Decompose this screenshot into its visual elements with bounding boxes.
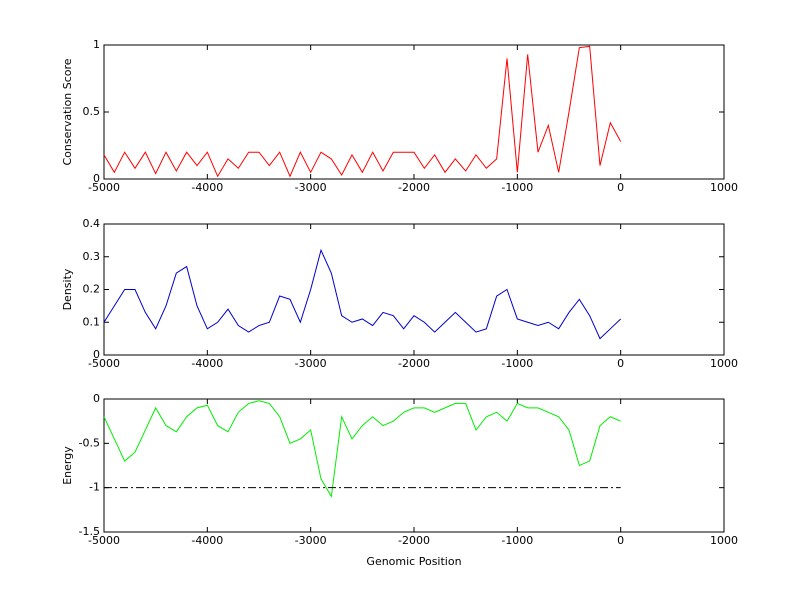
y-tick-label: 0.3 xyxy=(83,250,101,263)
x-tick-label: -1000 xyxy=(501,534,533,547)
y-axis-label: Energy xyxy=(61,446,74,485)
x-tick-label: 0 xyxy=(617,534,624,547)
x-axis-label: Genomic Position xyxy=(366,555,461,568)
x-tick-label: -3000 xyxy=(295,181,327,194)
data-line xyxy=(103,45,622,178)
y-tick-label: 0 xyxy=(93,348,100,361)
x-tick-label: 1000 xyxy=(710,534,738,547)
x-tick-label: -4000 xyxy=(191,534,223,547)
x-tick-label: -3000 xyxy=(295,357,327,370)
axes-box xyxy=(103,44,725,180)
x-tick-label: -3000 xyxy=(295,534,327,547)
data-line xyxy=(103,400,621,499)
x-tick-label: 1000 xyxy=(710,357,738,370)
x-tick-label: -2000 xyxy=(398,357,430,370)
x-tick-label: 1000 xyxy=(710,181,738,194)
x-tick-label: -1000 xyxy=(501,181,533,194)
x-tick-label: -5000 xyxy=(88,357,120,370)
y-tick-label: 0.4 xyxy=(83,217,101,230)
x-tick-label: -1000 xyxy=(501,357,533,370)
y-tick-label: -1.5 xyxy=(79,525,100,538)
axes-box xyxy=(103,398,725,533)
axes-box xyxy=(103,223,725,356)
x-tick-label: -4000 xyxy=(191,181,223,194)
y-tick-label: 0.1 xyxy=(83,315,101,328)
data-line xyxy=(103,248,622,340)
y-tick-label: 0.2 xyxy=(83,283,101,296)
y-tick-label: 1 xyxy=(93,38,100,51)
y-tick-label: -1 xyxy=(89,481,100,494)
x-tick-label: 0 xyxy=(617,357,624,370)
x-tick-label: 0 xyxy=(617,181,624,194)
x-tick-label: -5000 xyxy=(88,534,120,547)
x-tick-label: -5000 xyxy=(88,181,120,194)
x-tick-label: -4000 xyxy=(191,357,223,370)
x-tick-label: -2000 xyxy=(398,181,430,194)
y-tick-label: 0.5 xyxy=(83,105,101,118)
y-tick-label: 0 xyxy=(93,392,100,405)
y-axis-label: Conservation Score xyxy=(61,58,74,165)
x-tick-label: -2000 xyxy=(398,534,430,547)
y-axis-label: Density xyxy=(61,268,74,310)
y-tick-label: 0 xyxy=(93,172,100,185)
y-tick-label: -0.5 xyxy=(79,436,100,449)
